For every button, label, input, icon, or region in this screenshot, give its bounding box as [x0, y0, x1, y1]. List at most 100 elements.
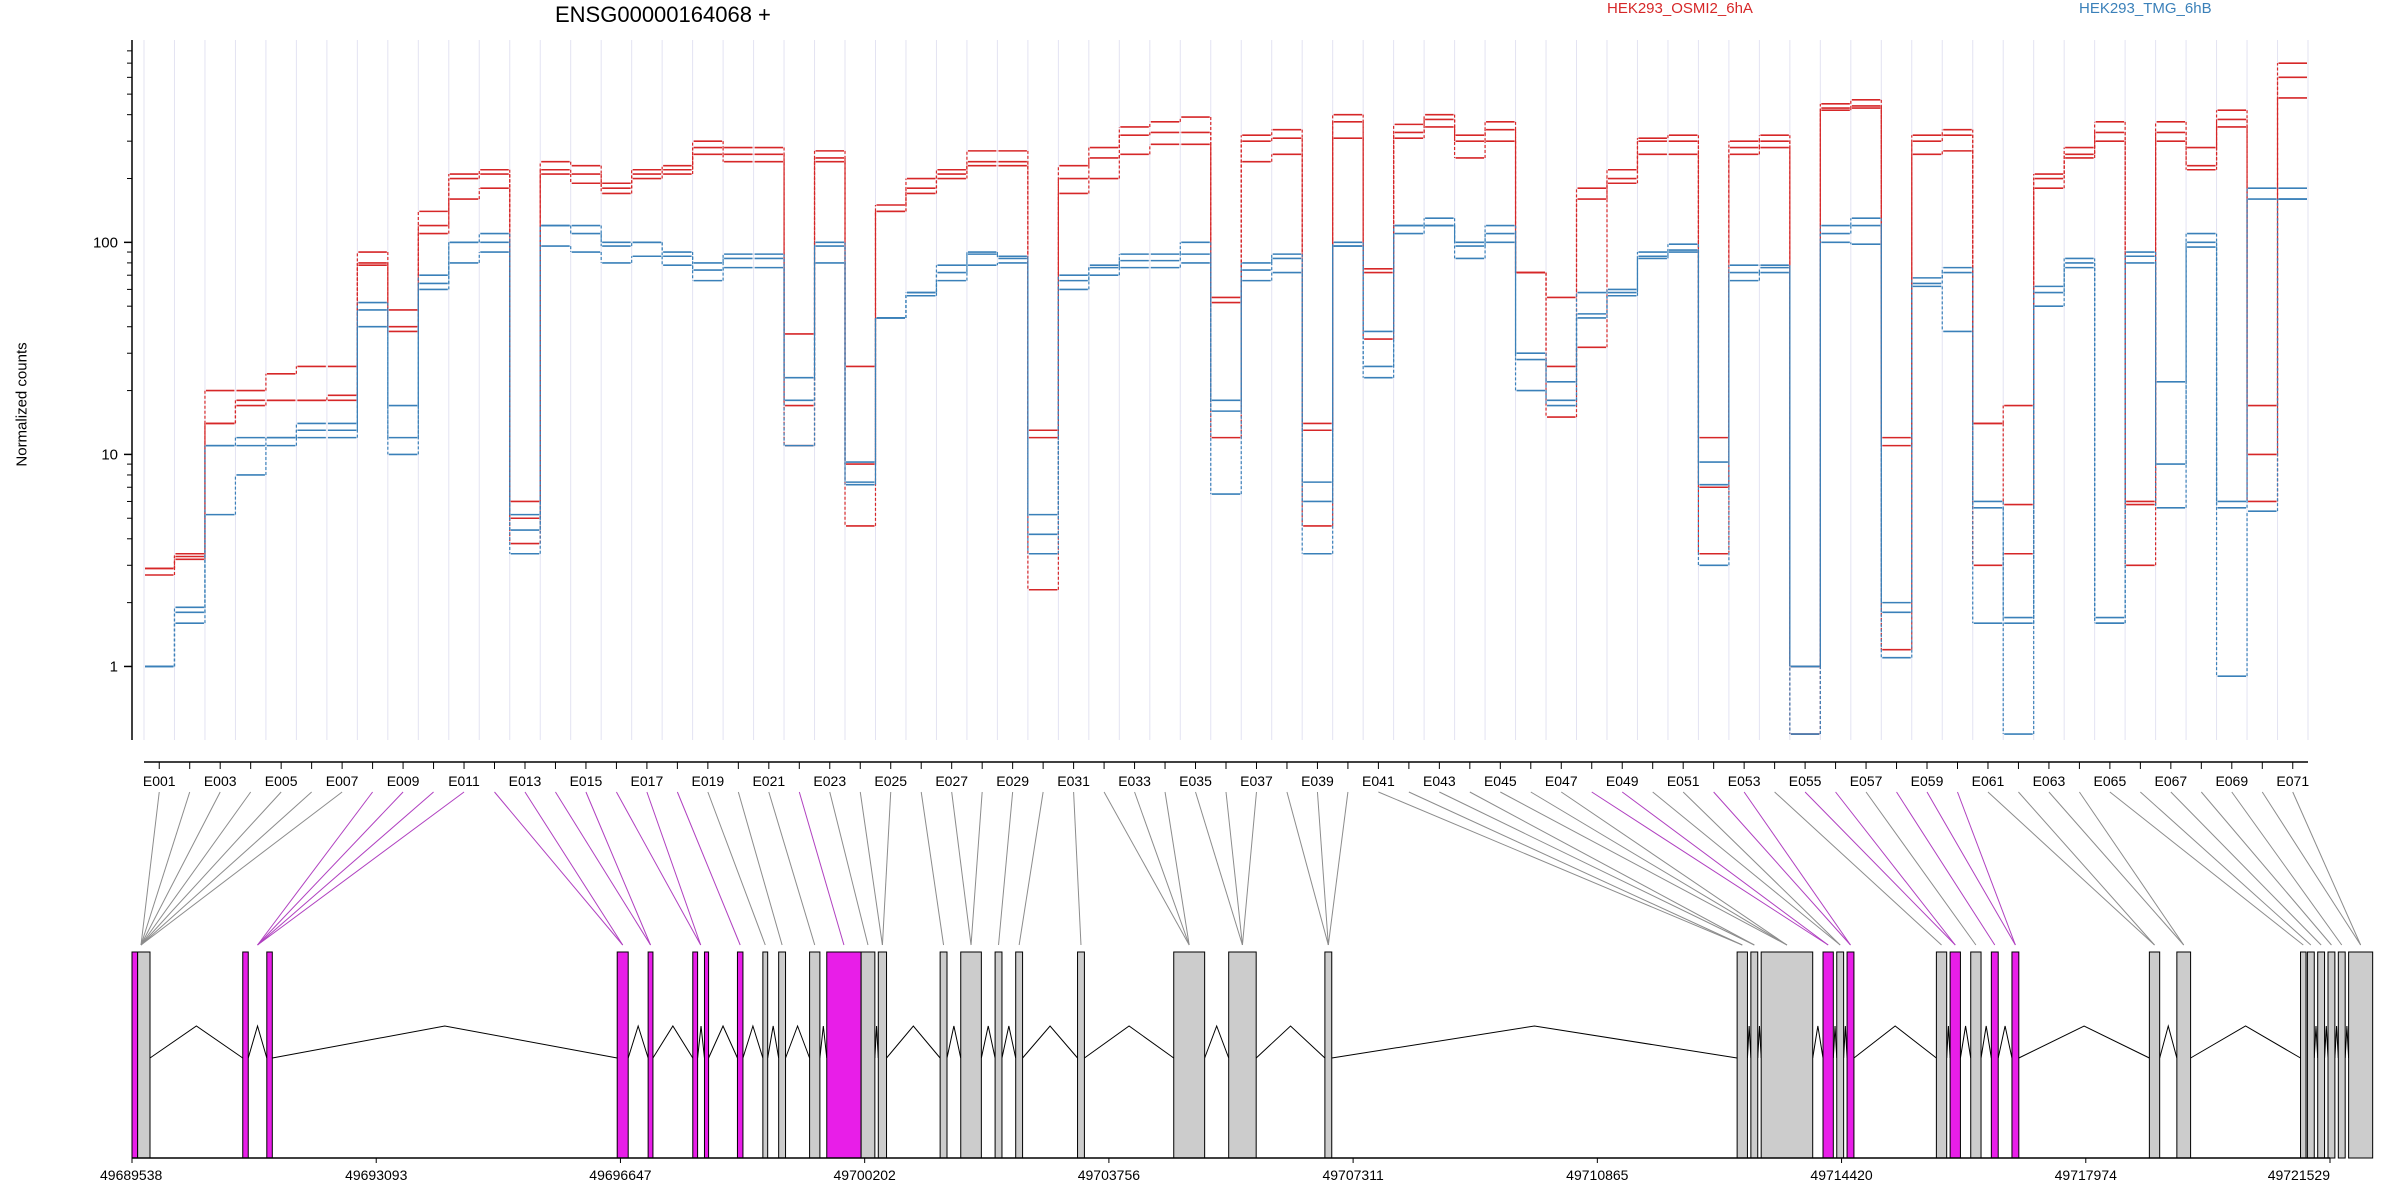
intron-line — [708, 1024, 738, 1059]
intron-line — [697, 1025, 705, 1059]
x-tick-label: E007 — [326, 773, 359, 789]
connector-line — [257, 791, 465, 946]
genome-axis: 49689538 49693093 49696647 49700202 49703756… — [100, 1157, 2331, 1183]
exon-block — [2327, 951, 2336, 1159]
intron-line — [2313, 1025, 2319, 1059]
intron-line — [946, 1025, 962, 1059]
x-tick-label: E041 — [1362, 773, 1395, 789]
connector-line — [1469, 791, 1755, 946]
intron-line — [2159, 1024, 2178, 1059]
connector-line — [1018, 791, 1044, 946]
intron-line — [1997, 1025, 2013, 1059]
genome-coordinate-label: 49700202 — [834, 1167, 897, 1183]
connector-line — [140, 791, 191, 946]
intron-line — [819, 1025, 828, 1059]
connector-line — [1957, 791, 2016, 946]
x-tick-label: E051 — [1667, 773, 1700, 789]
connector-line — [1560, 791, 1788, 946]
genome-coordinate-label: 49710865 — [1566, 1167, 1629, 1183]
intron-line — [1746, 1025, 1752, 1059]
intron-line — [886, 1025, 941, 1059]
x-tick-label: E065 — [2094, 773, 2127, 789]
connector-line — [1439, 791, 1755, 946]
exon-block-highlighted — [616, 951, 629, 1159]
intron-line — [1946, 1025, 1951, 1059]
exon-block — [1935, 951, 1948, 1159]
intron-line — [742, 1024, 764, 1059]
x-tick-label: E067 — [2154, 773, 2187, 789]
exon-block — [137, 951, 151, 1159]
intron-line — [2018, 1025, 2150, 1059]
x-tick-label: E039 — [1301, 773, 1334, 789]
connector-line — [1804, 791, 1956, 946]
intron-line — [1001, 1025, 1017, 1059]
connector-line — [2261, 791, 2362, 946]
x-tick-label: E009 — [387, 773, 420, 789]
connector-line — [2200, 791, 2332, 946]
intron-line — [627, 1024, 649, 1059]
intron-line — [1959, 1025, 1972, 1059]
intron-line — [874, 1025, 879, 1059]
x-tick-label: E053 — [1728, 773, 1761, 789]
exon-block-highlighted — [242, 951, 249, 1159]
x-tick-label: E011 — [448, 773, 480, 789]
legend-condition-b: HEK293_TMG_6hB — [2079, 0, 2212, 17]
x-tick-label: E045 — [1484, 773, 1517, 789]
connector-line — [1896, 791, 1996, 946]
gene-title: ENSG00000164068 + — [555, 2, 771, 27]
connector-line — [2170, 791, 2322, 946]
connector-line — [998, 791, 1014, 946]
exon-block — [877, 951, 888, 1159]
connector-line — [2231, 791, 2343, 946]
exon-block — [1324, 951, 1333, 1159]
exon-block — [939, 951, 948, 1159]
connector-line — [2292, 791, 2362, 946]
connector-line — [737, 791, 783, 946]
intron-line — [767, 1025, 780, 1059]
exon-block — [2317, 951, 2326, 1159]
x-tick-label: E019 — [692, 773, 725, 789]
y-tick-label: 10 — [101, 446, 118, 463]
intron-line — [2334, 1025, 2339, 1059]
connector-line — [257, 791, 404, 946]
x-tick-label: E043 — [1423, 773, 1456, 789]
connector-line — [555, 791, 651, 946]
connector-line — [140, 791, 282, 946]
connector-line — [951, 791, 972, 946]
connector-line — [1591, 791, 1829, 946]
exon-connectors — [140, 791, 2362, 946]
x-tick-label: E013 — [509, 773, 542, 789]
x-tick-label: E047 — [1545, 773, 1578, 789]
intron-line — [1331, 1025, 1738, 1059]
connector-line — [1652, 791, 1841, 946]
genome-coordinate-label: 49693093 — [345, 1167, 408, 1183]
x-tick-label: E015 — [570, 773, 603, 789]
connector-line — [1408, 791, 1743, 946]
series-5 — [145, 198, 2307, 668]
x-tick-label: E037 — [1240, 773, 1273, 789]
exon-block-highlighted — [1822, 951, 1834, 1159]
exon-block — [1173, 951, 1206, 1159]
genome-coordinate-label: 49703756 — [1078, 1167, 1141, 1183]
connector-line — [2048, 791, 2185, 946]
exon-block-highlighted — [1846, 951, 1855, 1159]
genome-coordinate-label: 49707311 — [1322, 1167, 1383, 1183]
series-1 — [145, 62, 2307, 668]
connector-line — [615, 791, 702, 946]
connector-line — [1835, 791, 1956, 946]
connector-line — [859, 791, 883, 946]
intron-line — [1084, 1025, 1175, 1059]
connector-line — [676, 791, 741, 946]
x-tick-label: E005 — [265, 773, 298, 789]
intron-line — [272, 1025, 618, 1059]
intron-line — [980, 1025, 996, 1059]
connector-line — [2140, 791, 2312, 946]
x-tick-label: E049 — [1606, 773, 1639, 789]
connector-line — [881, 791, 892, 946]
connector-line — [1530, 791, 1788, 946]
intron-line — [652, 1025, 694, 1059]
connector-line — [524, 791, 624, 946]
connector-line — [585, 791, 651, 946]
genome-coordinate-label: 49714420 — [1810, 1167, 1873, 1183]
intron-line — [1255, 1025, 1326, 1059]
